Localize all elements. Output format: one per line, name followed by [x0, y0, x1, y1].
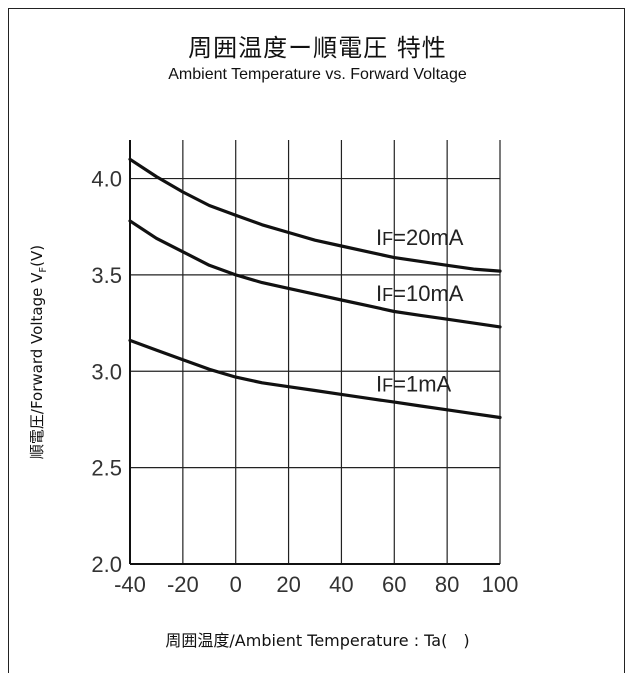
series-label: IF=10mA: [376, 281, 464, 306]
x-tick-label: 100: [482, 572, 519, 597]
y-tick-label: 4.0: [91, 167, 122, 192]
series-line: [128, 157, 502, 273]
x-tick-label: -40: [114, 572, 146, 597]
y-tick-label: 2.0: [91, 552, 122, 577]
x-tick-label: 20: [276, 572, 300, 597]
x-tick-label: 80: [435, 572, 459, 597]
chart-title: 周囲温度ー順電圧 特性: [188, 34, 447, 62]
series-line: [128, 219, 502, 329]
y-tick-label: 3.0: [91, 359, 122, 384]
y-tick-label: 2.5: [91, 456, 122, 481]
series-label: IF=20mA: [376, 225, 464, 250]
series-line: [128, 338, 502, 420]
x-tick-label: -20: [167, 572, 199, 597]
x-tick-label: 40: [329, 572, 353, 597]
chart-subtitle: Ambient Temperature vs. Forward Voltage: [168, 66, 467, 83]
y-axis-label: 順電圧/Forward Voltage VF(V): [28, 245, 49, 459]
chart-frame: [8, 8, 625, 673]
x-axis-label: 周囲温度/Ambient Temperature : Ta( ): [165, 631, 470, 650]
x-tick-label: 60: [382, 572, 406, 597]
x-tick-label: 0: [230, 572, 242, 597]
y-tick-label: 3.5: [91, 263, 122, 288]
series-label: IF=1mA: [376, 372, 452, 397]
